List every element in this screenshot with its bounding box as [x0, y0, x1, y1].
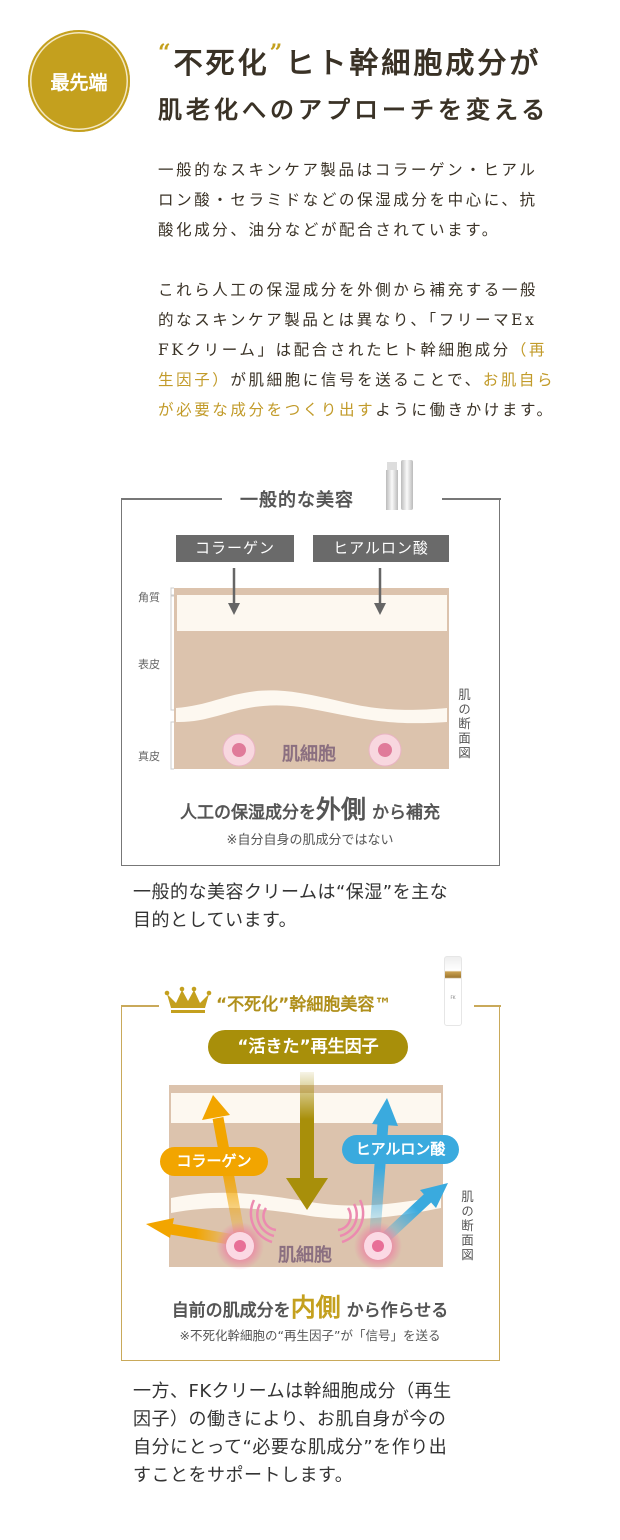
- stem-cell-note: ※不死化幹細胞の“再生因子”が「信号」を送る: [179, 1328, 441, 1343]
- highlight: お肌自ら: [482, 371, 556, 389]
- general-beauty-title: 一般的な美容: [240, 490, 354, 511]
- divider: [442, 498, 501, 500]
- regeneration-factor-arrow: [286, 1072, 328, 1210]
- text: 自前の肌成分を: [171, 1301, 291, 1321]
- text: が肌細胞に信号を送ることで、: [230, 371, 483, 389]
- headline-term: 不死化: [173, 46, 270, 80]
- quote-mark: “: [158, 40, 174, 66]
- skin-cross-section-stem-cell: [146, 1072, 448, 1270]
- text-line: 的なスキンケア製品とは異なり、「フリーマEx: [158, 311, 537, 329]
- highlight: （再: [510, 341, 548, 359]
- general-beauty-panel: [120, 498, 501, 866]
- badge-label: 最先端: [50, 71, 108, 94]
- emphasis: 内側: [290, 1293, 341, 1322]
- text-line: 一般的なスキンケア製品はコラーゲン・ヒアル: [158, 161, 538, 179]
- skin-cell-icon: [222, 733, 256, 767]
- headline-rest: ヒト幹細胞成分が: [285, 46, 542, 80]
- layer-brackets: [170, 587, 174, 770]
- basement-membrane: [176, 690, 447, 724]
- cutting-edge-badge: 最先端: [28, 30, 130, 132]
- hyaluronic-acid-label: ヒアルロン酸: [313, 535, 449, 562]
- bottle-text: FK: [450, 995, 456, 1000]
- cross-section-label: 肌の断面図: [456, 688, 471, 761]
- general-note: ※自分自身の肌成分ではない: [226, 833, 394, 848]
- intro-paragraph-1: 一般的なスキンケア製品はコラーゲン・ヒアル ロン酸・セラミドなどの保湿成分を中心…: [158, 155, 538, 245]
- skin-cell-icon: [354, 1222, 402, 1270]
- general-summary: 一般的な美容クリームは“保湿”を主な 目的としています。: [133, 879, 448, 935]
- layer-label-epidermis: 表皮: [138, 658, 160, 671]
- skin-cell-icon: [216, 1222, 264, 1270]
- text-line: これら人工の保湿成分を外側から補充する一般: [158, 281, 539, 299]
- stem-cell-beauty-title: “不死化”幹細胞美容™: [216, 995, 392, 1015]
- stem-cell-summary: 一方、FKクリームは幹細胞成分（再生 因子）の働きにより、お肌自身が今の 自分に…: [133, 1378, 452, 1490]
- hyaluronic-acid-pill: ヒアルロン酸: [342, 1135, 459, 1164]
- arrow-down-icon: [374, 568, 386, 615]
- text-line: すことをサポートします。: [133, 1465, 354, 1486]
- regeneration-factor-pill: “活きた”再生因子: [208, 1030, 408, 1064]
- text-line: ロン酸・セラミドなどの保湿成分を中心に、抗: [158, 191, 538, 209]
- stratum-corneum-layer: [177, 595, 447, 631]
- layer-label-dermis: 真皮: [138, 750, 160, 763]
- text-line: 生因子）が肌細胞に信号を送ることで、お肌自ら: [158, 365, 555, 395]
- collagen-label: コラーゲン: [176, 535, 294, 562]
- skin-cell-label: 肌細胞: [278, 1245, 332, 1266]
- layer-label-stratum-corneum: 角質: [138, 591, 160, 604]
- headline-line-2: 肌老化へのアプローチを変える: [158, 95, 550, 124]
- arrow-down-icon: [228, 568, 240, 615]
- divider: [120, 1005, 159, 1007]
- text-line: 自分にとって“必要な肌成分”を作り出: [133, 1437, 448, 1458]
- quote-mark: ”: [269, 40, 286, 66]
- collagen-arrow-up: [202, 1095, 246, 1239]
- highlight: が必要な成分をつくり出す: [158, 401, 376, 419]
- highlight: 生因子）: [158, 371, 231, 389]
- text-line: 酸化成分、油分などが配合されています。: [158, 221, 500, 239]
- text-line: FKクリーム」は配合されたヒト幹細胞成分（再: [158, 335, 555, 365]
- text: 人工の保湿成分を: [180, 803, 317, 823]
- text: FKクリーム」は配合されたヒト幹細胞成分: [158, 341, 511, 359]
- emphasis: 外側: [316, 795, 367, 824]
- cosmetic-bottles-icon: [386, 460, 413, 510]
- skin-cross-section-general: [170, 568, 449, 770]
- text: から作らせる: [346, 1301, 449, 1321]
- collagen-pill: コラーゲン: [160, 1147, 268, 1176]
- text-line: 目的としています。: [133, 910, 298, 931]
- stem-cell-caption: 自前の肌成分を内側 から作らせる: [121, 1288, 499, 1324]
- fk-cream-bottle-icon: FK: [444, 956, 462, 1026]
- signal-waves-icon: [249, 1199, 365, 1244]
- text-line: 一般的な美容クリームは“保湿”を主な: [133, 882, 449, 903]
- text: ように働きかけます。: [375, 401, 555, 419]
- divider: [474, 1005, 501, 1007]
- text: から補充: [371, 803, 440, 823]
- crown-icon: [164, 986, 212, 1013]
- divider: [120, 498, 222, 500]
- skin-cell-label: 肌細胞: [282, 744, 336, 765]
- text-line: が必要な成分をつくり出すように働きかけます。: [158, 395, 555, 425]
- intro-paragraph-2: これら人工の保湿成分を外側から補充する一般 的なスキンケア製品とは異なり、「フリ…: [158, 275, 555, 425]
- stem-cell-beauty-panel: [120, 1005, 501, 1361]
- general-caption: 人工の保湿成分を外側 から補充: [121, 790, 499, 826]
- skin-cell-icon: [368, 733, 402, 767]
- cross-section-label: 肌の断面図: [459, 1190, 474, 1263]
- headline-line-1: “不死化”ヒト幹細胞成分が: [158, 40, 541, 82]
- text-line: 因子）の働きにより、お肌自身が今の: [133, 1409, 447, 1430]
- text-line: 一方、FKクリームは幹細胞成分（再生: [133, 1381, 452, 1402]
